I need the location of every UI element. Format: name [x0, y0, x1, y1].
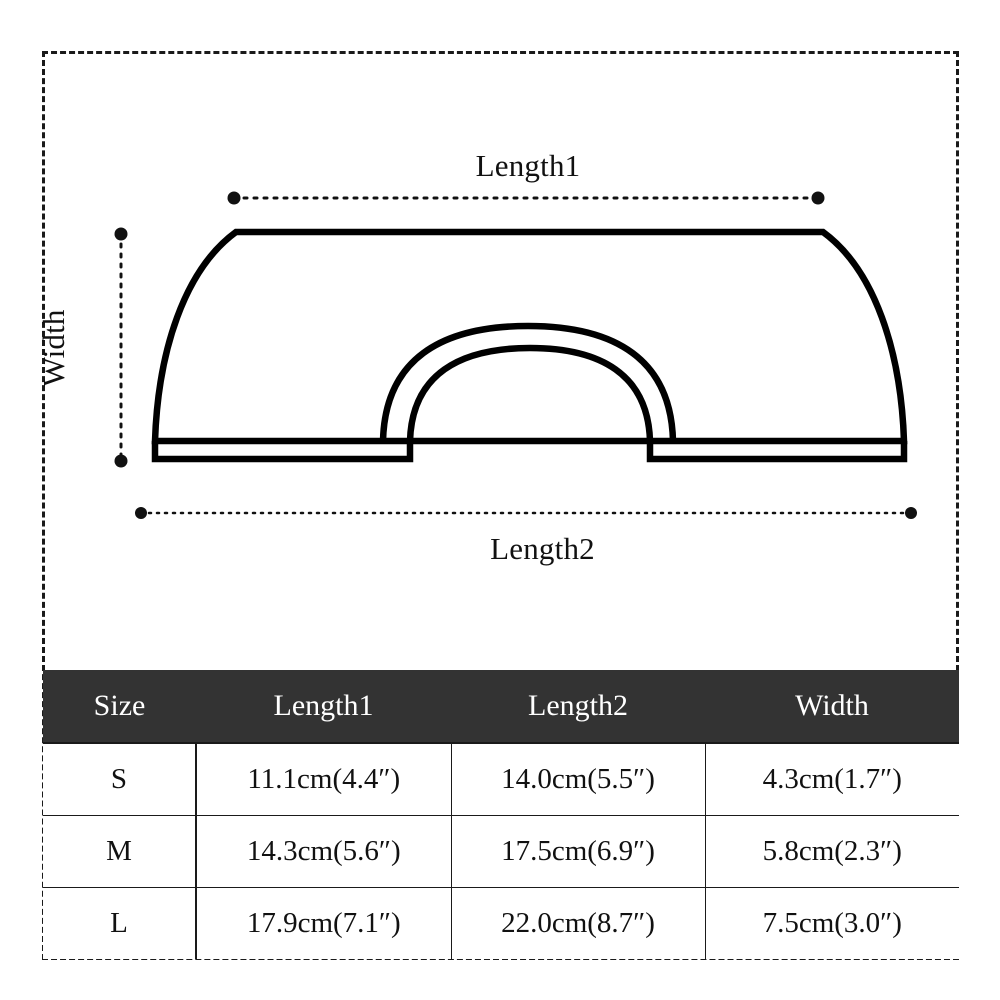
cell-length1: 11.1cm(4.4″)	[195, 742, 452, 816]
cell-size: L	[43, 887, 197, 959]
column-header-length1: Length1	[196, 670, 451, 743]
length1-dimension-line	[227, 191, 825, 205]
base-strip-right	[646, 441, 908, 463]
table-row: L 17.9cm(7.1″) 22.0cm(8.7″) 7.5cm(3.0″)	[43, 887, 959, 959]
width-dimension-line	[114, 227, 128, 468]
table-header-row: Size Length1 Length2 Width	[43, 670, 959, 743]
arch-inner	[406, 344, 654, 442]
width-label: Width	[36, 309, 71, 387]
column-header-length2: Length2	[451, 670, 705, 743]
cell-size: S	[43, 742, 197, 816]
column-header-size: Size	[43, 670, 196, 743]
size-chart-table: Size Length1 Length2 Width S 11.1cm(4.4″…	[43, 670, 959, 959]
length2-dimension-line	[135, 507, 917, 519]
body-silhouette	[151, 228, 908, 445]
cell-width: 4.3cm(1.7″)	[704, 742, 959, 816]
column-header-width: Width	[705, 670, 959, 743]
cell-width: 5.8cm(2.3″)	[704, 815, 959, 888]
cell-length1: 14.3cm(5.6″)	[195, 815, 452, 888]
product-outline	[151, 228, 908, 463]
cell-width: 7.5cm(3.0″)	[704, 887, 959, 959]
product-diagram-svg	[114, 191, 917, 519]
length2-label: Length2	[490, 531, 595, 566]
length1-label: Length1	[475, 148, 581, 183]
cell-size: M	[43, 815, 197, 888]
arch-outer	[379, 322, 677, 442]
product-diagram: Length1 Length2 Width	[36, 148, 917, 566]
table-row: S 11.1cm(4.4″) 14.0cm(5.5″) 4.3cm(1.7″)	[43, 742, 959, 816]
cell-length1: 17.9cm(7.1″)	[195, 887, 452, 959]
table-row: M 14.3cm(5.6″) 17.5cm(6.9″) 5.8cm(2.3″)	[43, 815, 959, 888]
cell-length2: 14.0cm(5.5″)	[450, 742, 706, 816]
cell-length2: 22.0cm(8.7″)	[450, 887, 706, 959]
base-strip-left	[151, 441, 414, 463]
cell-length2: 17.5cm(6.9″)	[450, 815, 706, 888]
